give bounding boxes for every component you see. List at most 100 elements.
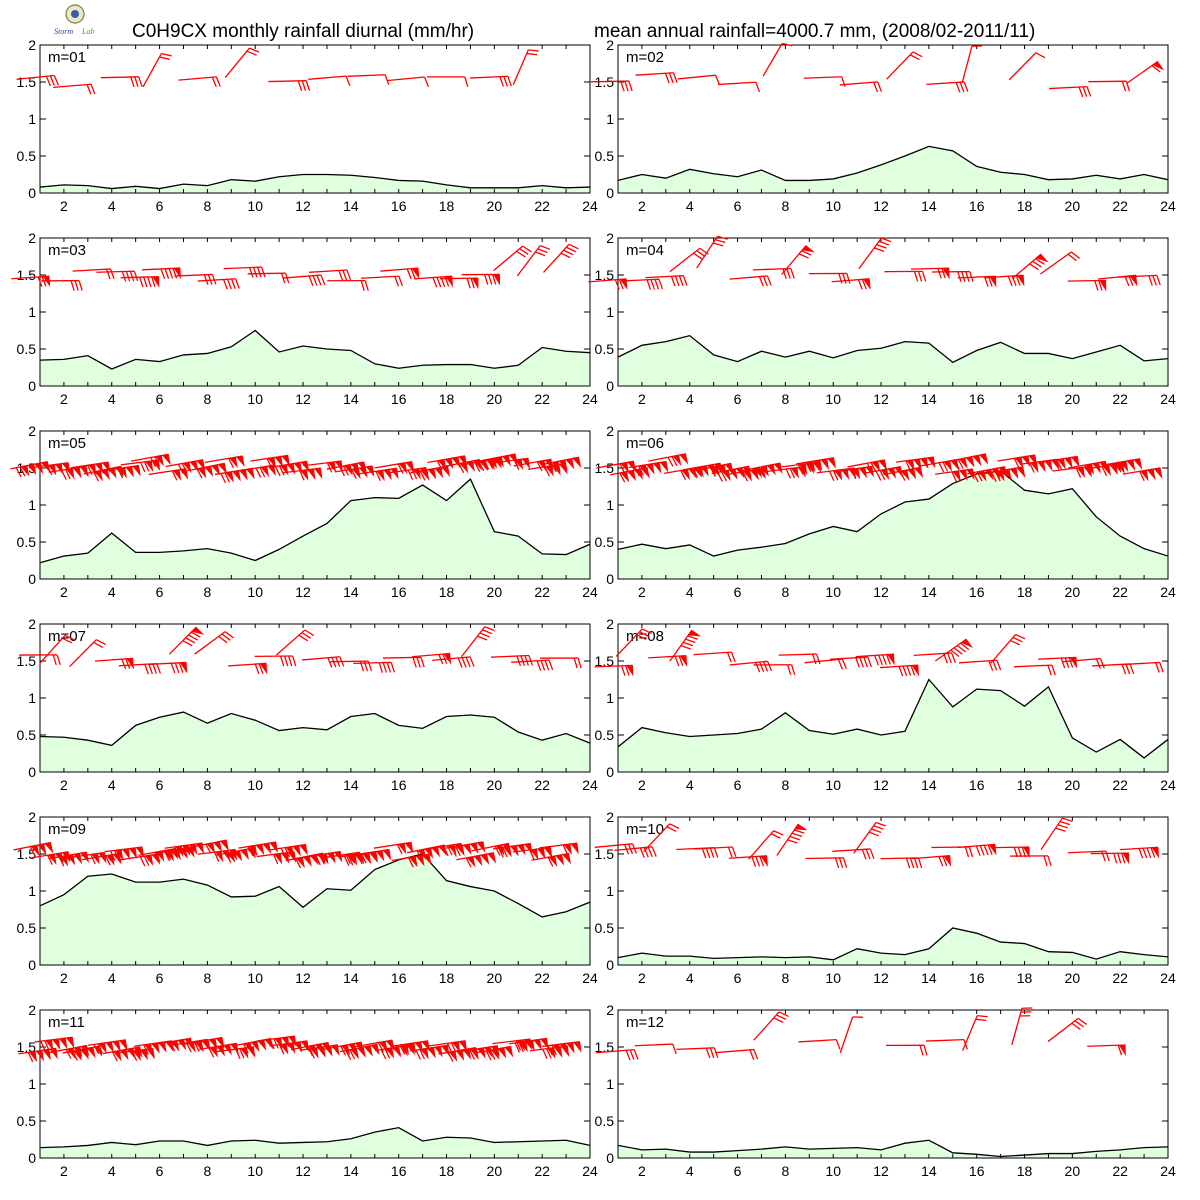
wind-barb-flag xyxy=(1022,846,1030,859)
wind-barb-staff xyxy=(752,267,791,271)
x-tick-label: 2 xyxy=(60,777,68,793)
wind-barb-flag xyxy=(35,1050,45,1062)
wind-barb-feather xyxy=(789,835,800,841)
wind-barb-flag xyxy=(363,1045,373,1057)
x-tick-label: 22 xyxy=(1112,1163,1128,1179)
wind-barb-staff xyxy=(677,74,716,80)
wind-barbs xyxy=(590,42,1165,98)
wind-barb-feather xyxy=(357,854,363,865)
wind-barb-feather xyxy=(338,270,344,281)
wind-barb-flag xyxy=(299,844,308,856)
wind-barb-flag xyxy=(1070,456,1080,468)
wind-barb-feather xyxy=(478,461,485,472)
wind-barb-flag xyxy=(1076,466,1085,479)
wind-barb-feather xyxy=(766,275,772,286)
wind-barb-flag xyxy=(476,841,486,853)
y-tick-label: 2 xyxy=(606,616,614,632)
wind-barb-feather xyxy=(670,276,676,287)
wind-barb-feather xyxy=(964,846,970,858)
wind-barb-feather xyxy=(841,658,847,670)
rainfall-line xyxy=(39,1126,591,1149)
wind-barb-flag xyxy=(1002,468,1012,481)
wind-barb-feather xyxy=(522,245,532,253)
x-tick-label: 18 xyxy=(439,777,455,793)
wind-barb-feather xyxy=(360,853,367,864)
wind-barb-feather xyxy=(395,1045,402,1056)
wind-barb-flag xyxy=(979,453,989,465)
wind-barb-feather xyxy=(466,278,471,289)
x-tick-label: 18 xyxy=(1017,777,1033,793)
wind-barb-flag xyxy=(572,456,582,469)
wind-barb-feather xyxy=(364,280,369,291)
wind-barb-feather xyxy=(1128,275,1134,286)
wind-barb-flag xyxy=(119,1049,129,1061)
y-tick-label: 0 xyxy=(606,571,614,587)
rainfall-line xyxy=(39,478,591,564)
wind-barb-feather xyxy=(755,662,761,673)
x-tick-label: 14 xyxy=(343,1163,359,1179)
x-tick-label: 14 xyxy=(921,1163,937,1179)
wind-barb-flag xyxy=(1069,657,1077,669)
wind-barb-flag xyxy=(73,852,83,865)
wind-barb-staff xyxy=(1008,52,1037,81)
x-tick-label: 24 xyxy=(1160,584,1176,600)
wind-barb-feather xyxy=(71,1050,78,1061)
x-tick-label: 8 xyxy=(781,1163,789,1179)
wind-barb-feather xyxy=(1121,664,1127,675)
wind-barb-feather xyxy=(254,663,260,675)
wind-barb-flag xyxy=(1152,61,1165,71)
wind-barb-feather xyxy=(816,653,821,665)
wind-barb-flag xyxy=(233,850,243,862)
x-tick-label: 4 xyxy=(108,391,116,407)
x-tick-label: 14 xyxy=(921,391,937,407)
wind-barb-feather xyxy=(921,271,927,282)
wind-barb-flag xyxy=(204,465,214,477)
wind-barb-flag xyxy=(174,845,184,857)
wind-barb-staff xyxy=(839,1016,854,1054)
x-tick-label: 12 xyxy=(295,198,311,214)
x-tick-label: 20 xyxy=(1065,777,1081,793)
wind-barb-feather xyxy=(977,1014,988,1018)
wind-barb-feather xyxy=(280,847,287,858)
wind-barb-flag xyxy=(570,842,579,855)
rainfall-area xyxy=(618,335,1168,386)
month-label: m=02 xyxy=(626,49,664,66)
wind-barb-feather xyxy=(161,52,172,57)
x-tick-label: 12 xyxy=(873,777,889,793)
wind-barb-flag xyxy=(400,1043,410,1055)
wind-barb-feather xyxy=(185,637,196,644)
panel-m=01: 00.511.522 4 6 8 10 12 14 16 18 20 22 24m=01 xyxy=(16,37,598,214)
wind-barb-staff xyxy=(353,661,392,665)
wind-barb-feather xyxy=(297,80,303,92)
wind-barb-staff xyxy=(347,74,386,77)
wind-barb-staff xyxy=(511,659,550,663)
wind-barb-feather xyxy=(492,274,497,285)
x-tick-label: 20 xyxy=(487,777,503,793)
wind-barb-flag xyxy=(573,1041,582,1053)
wind-barb-feather xyxy=(654,279,660,290)
wind-barb-feather xyxy=(442,846,449,857)
wind-barb-feather xyxy=(762,276,768,287)
wind-barb-flag xyxy=(1129,274,1138,287)
wind-barb-flag xyxy=(552,1043,561,1056)
wind-barb-flag xyxy=(743,470,752,482)
wind-barb-flag xyxy=(960,638,974,649)
lab-logo-icon: Storm Lab xyxy=(52,4,96,36)
wind-barb-feather xyxy=(917,857,923,869)
wind-barb-flag xyxy=(243,1042,253,1054)
wind-barb-feather xyxy=(169,1041,176,1052)
wind-barb-feather xyxy=(773,1017,784,1023)
wind-barb-feather xyxy=(269,1039,275,1050)
wind-barb-feather xyxy=(347,855,354,866)
wind-barb-flag xyxy=(279,1043,289,1055)
wind-barb-feather xyxy=(396,844,403,855)
wind-barb-feather xyxy=(650,279,656,290)
wind-barb-staff xyxy=(643,823,671,852)
x-tick-label: 4 xyxy=(108,777,116,793)
wind-barb-feather xyxy=(913,271,919,282)
wind-barb-feather xyxy=(782,268,787,279)
wind-barb-feather xyxy=(987,844,993,855)
wind-barb-feather xyxy=(1071,1022,1081,1030)
wind-barb-feather xyxy=(272,854,279,865)
wind-barb-flag xyxy=(370,1044,380,1056)
